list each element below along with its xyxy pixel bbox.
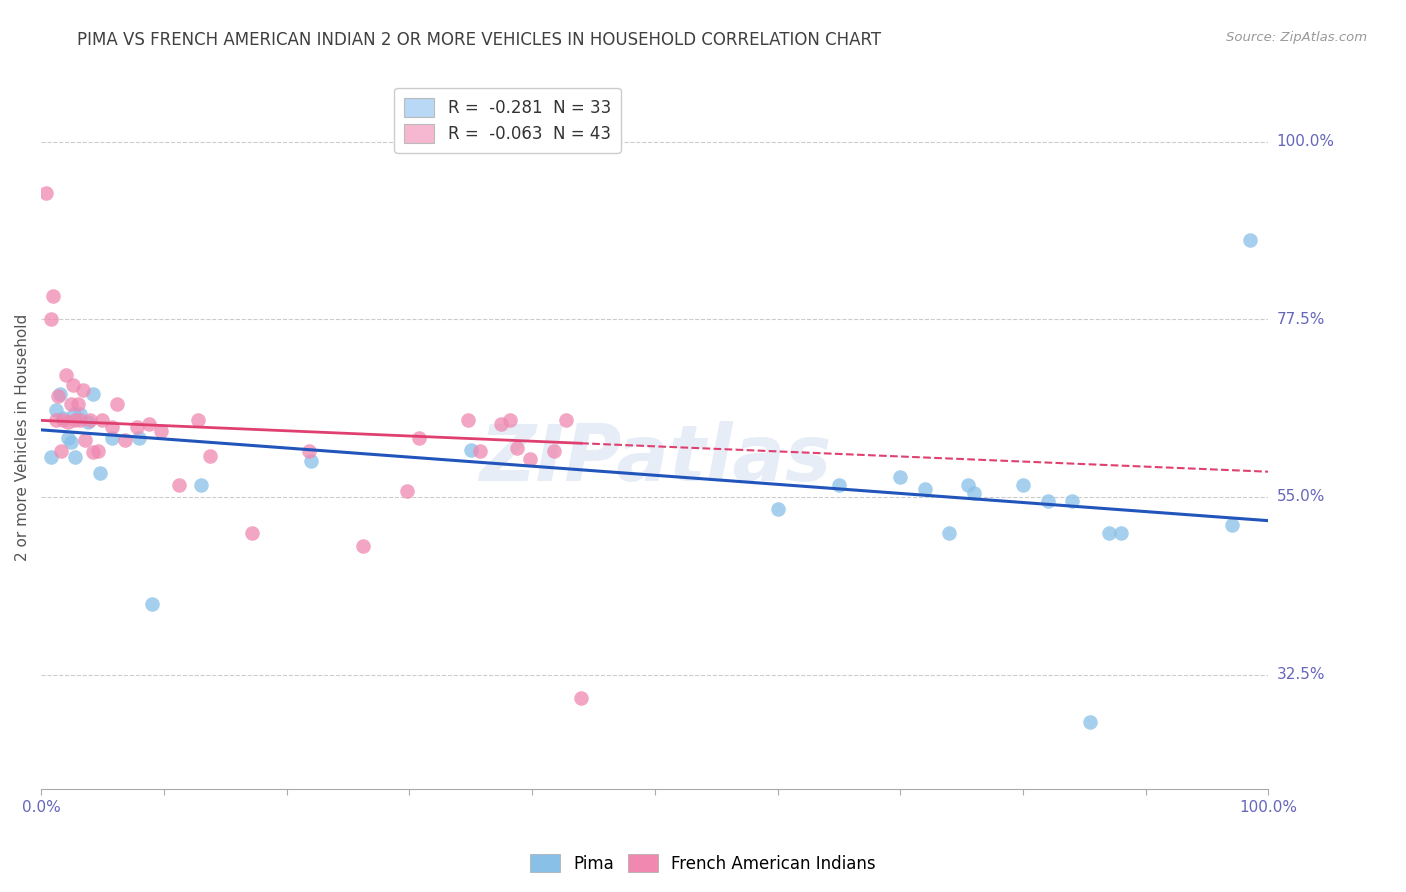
Point xyxy=(55,368,77,382)
Point xyxy=(963,486,986,500)
Point xyxy=(543,444,565,458)
Point xyxy=(35,186,58,200)
Point xyxy=(65,412,87,426)
Point xyxy=(69,412,91,426)
Point xyxy=(105,397,128,411)
Point xyxy=(56,415,79,429)
Point xyxy=(1098,525,1121,540)
Point xyxy=(86,444,108,458)
Point xyxy=(39,450,62,465)
Point xyxy=(766,501,789,516)
Point xyxy=(42,288,65,302)
Point xyxy=(519,452,541,467)
Point xyxy=(89,467,111,481)
Text: Source: ZipAtlas.com: Source: ZipAtlas.com xyxy=(1226,31,1367,45)
Point xyxy=(52,411,75,425)
Point xyxy=(1036,494,1059,508)
Point xyxy=(48,387,70,401)
Point xyxy=(75,433,97,447)
Point xyxy=(150,425,173,439)
Point xyxy=(167,478,190,492)
Point xyxy=(1220,517,1243,532)
Point xyxy=(240,525,263,540)
Point xyxy=(889,470,911,484)
Point xyxy=(200,449,222,463)
Legend: R =  -0.281  N = 33, R =  -0.063  N = 43: R = -0.281 N = 33, R = -0.063 N = 43 xyxy=(394,87,621,153)
Point xyxy=(49,444,72,458)
Point xyxy=(138,417,160,431)
Point xyxy=(62,377,84,392)
Point xyxy=(141,597,163,611)
Point xyxy=(506,441,529,455)
Point xyxy=(1239,233,1261,247)
Text: 32.5%: 32.5% xyxy=(1277,667,1326,682)
Legend: Pima, French American Indians: Pima, French American Indians xyxy=(523,847,883,880)
Point xyxy=(491,417,513,431)
Point xyxy=(956,478,979,492)
Point xyxy=(938,525,960,540)
Point xyxy=(82,445,104,459)
Point xyxy=(1060,494,1083,508)
Point xyxy=(76,415,98,429)
Point xyxy=(460,442,482,457)
Point xyxy=(65,450,87,465)
Point xyxy=(101,431,124,445)
Point xyxy=(187,412,209,426)
Point xyxy=(91,412,114,426)
Point xyxy=(69,407,91,421)
Point xyxy=(79,412,101,426)
Point xyxy=(39,312,62,326)
Text: 55.0%: 55.0% xyxy=(1277,490,1324,505)
Point xyxy=(457,412,479,426)
Point xyxy=(1012,478,1035,492)
Point xyxy=(1080,714,1102,729)
Point xyxy=(66,397,89,411)
Point xyxy=(125,420,148,434)
Text: PIMA VS FRENCH AMERICAN INDIAN 2 OR MORE VEHICLES IN HOUSEHOLD CORRELATION CHART: PIMA VS FRENCH AMERICAN INDIAN 2 OR MORE… xyxy=(77,31,882,49)
Point xyxy=(298,444,321,458)
Point xyxy=(190,478,212,492)
Point xyxy=(45,403,67,417)
Point xyxy=(63,407,86,421)
Point xyxy=(352,539,374,553)
Point xyxy=(59,397,82,411)
Point xyxy=(299,454,322,468)
Text: ZIPatlas: ZIPatlas xyxy=(478,421,831,497)
Point xyxy=(569,691,592,706)
Point xyxy=(395,483,418,498)
Point xyxy=(46,389,69,403)
Point xyxy=(408,431,430,445)
Point xyxy=(52,412,75,426)
Point xyxy=(555,412,578,426)
Point xyxy=(101,420,124,434)
Y-axis label: 2 or more Vehicles in Household: 2 or more Vehicles in Household xyxy=(15,314,30,561)
Point xyxy=(114,433,136,447)
Point xyxy=(470,444,492,458)
Point xyxy=(82,387,104,401)
Text: 77.5%: 77.5% xyxy=(1277,312,1324,326)
Point xyxy=(72,384,94,398)
Text: 100.0%: 100.0% xyxy=(1277,134,1334,149)
Point xyxy=(56,431,79,445)
Point xyxy=(1109,525,1132,540)
Point xyxy=(45,412,67,426)
Point xyxy=(828,478,851,492)
Point xyxy=(914,482,936,496)
Point xyxy=(59,434,82,449)
Point xyxy=(128,431,150,445)
Point xyxy=(499,412,522,426)
